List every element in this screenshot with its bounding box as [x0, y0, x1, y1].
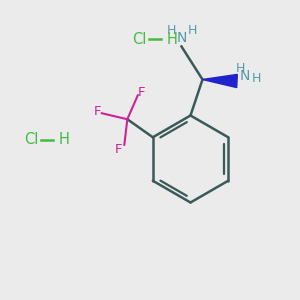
- Text: Cl: Cl: [132, 32, 146, 46]
- Text: N: N: [176, 31, 187, 44]
- Text: H: H: [58, 132, 69, 147]
- Text: H: H: [167, 32, 177, 46]
- Text: F: F: [115, 143, 123, 156]
- Polygon shape: [202, 74, 237, 88]
- Text: H: H: [235, 62, 245, 76]
- Text: F: F: [138, 86, 145, 99]
- Text: N: N: [239, 70, 250, 83]
- Text: Cl: Cl: [24, 132, 38, 147]
- Text: H: H: [187, 23, 197, 37]
- Text: F: F: [94, 105, 101, 118]
- Text: H: H: [166, 23, 176, 37]
- Text: H: H: [252, 71, 261, 85]
